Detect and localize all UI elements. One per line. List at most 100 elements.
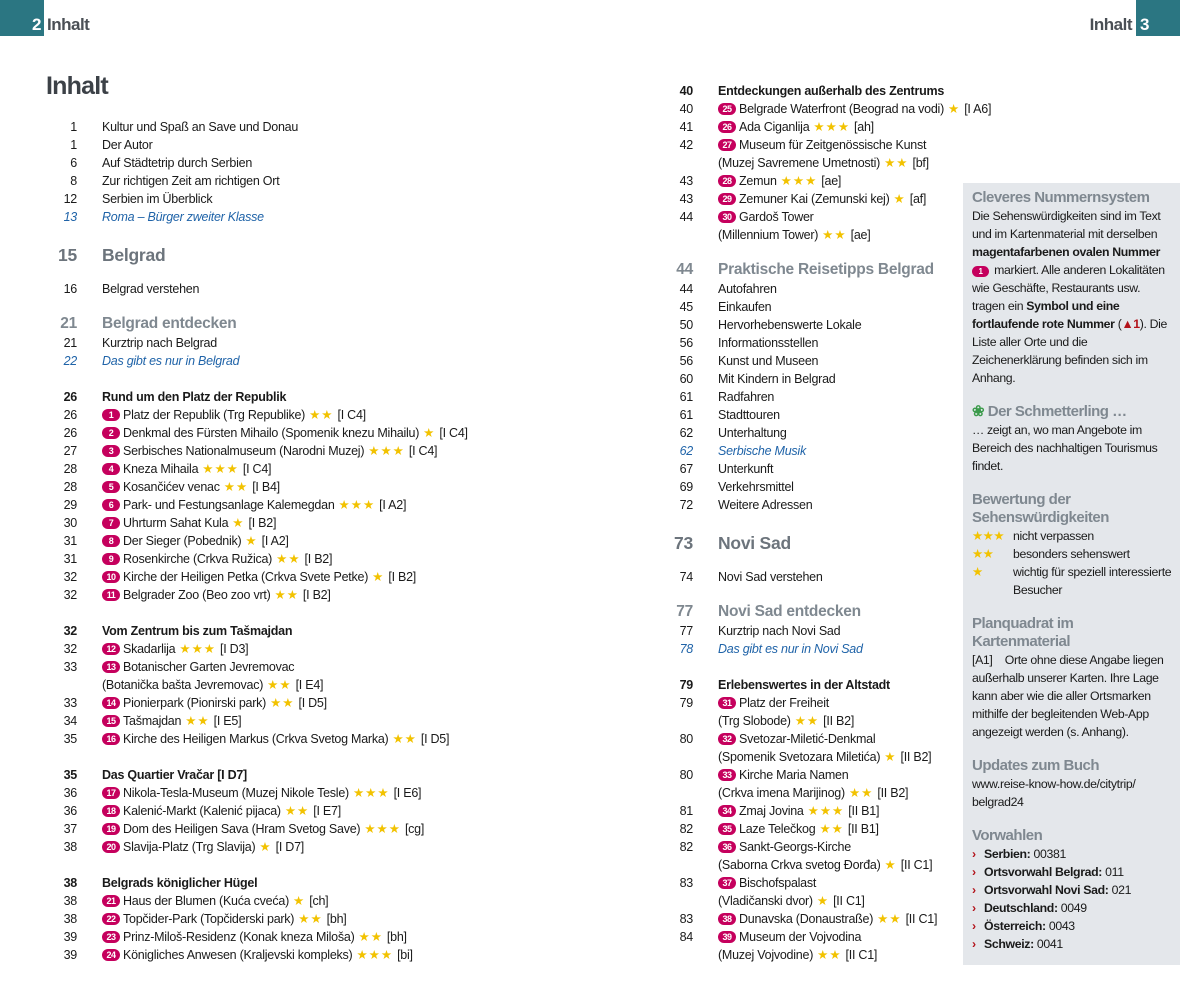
toc-plain-row[interactable]: 72 Weitere Adressen [666,496,1106,514]
toc-plain-row[interactable]: 1 Kultur und Spaß an Save und Donau [50,118,490,136]
toc-item-row[interactable]: 39 23 Prinz-Miloš-Residenz (Konak kneza Mi… [50,928,490,946]
toc-item-row[interactable]: 38 22 Topčider-Park (Topčiderski park) ★★ [b… [50,910,490,928]
toc-item-row[interactable]: 31 8 Der Sieger (Pobednik) ★ [I A2] [50,532,490,550]
toc-item-row[interactable]: 36 18 Kalenić-Markt (Kalenić pijaca) ★★ [I E… [50,802,490,820]
toc-group-row[interactable]: 79 Erlebenswertes in der Altstadt [666,676,1106,694]
toc-item-row[interactable]: 43 29 Zemuner Kai (Zemunski kej) ★ [af] [666,190,1106,208]
sight-number-badge: 29 [718,193,736,205]
toc-plain-row[interactable]: 44 Autofahren [666,280,1106,298]
toc-item-row[interactable]: 32 12 Skadarlija ★★★ [I D3] [50,640,490,658]
toc-item-row[interactable]: 28 5 Kosančićev venac ★★ [I B4] [50,478,490,496]
toc-plain-row[interactable]: 56 Kunst und Museen [666,352,1106,370]
toc-item-row[interactable]: 84 39 Museum der Vojvodina [666,928,1106,946]
toc-item-row[interactable]: 28 4 Kneza Mihaila ★★★ [I C4] [50,460,490,478]
toc-group-row[interactable]: 40 Entdeckungen außerhalb des Zentrums [666,82,1106,100]
toc-continuation-row[interactable]: (Muzej Savremene Umetnosti) ★★ [bf] [666,154,1106,172]
page-number: 82 [679,840,694,854]
toc-item-row[interactable]: 83 38 Dunavska (Donaustraße) ★★ [II C1] [666,910,1106,928]
toc-item-row[interactable]: 43 28 Zemun ★★★ [ae] [666,172,1106,190]
toc-continuation-row[interactable]: (Muzej Vojvodine) ★★ [II C1] [666,946,1106,964]
toc-plain-row[interactable]: 45 Einkaufen [666,298,1106,316]
toc-item-row[interactable]: 32 10 Kirche der Heiligen Petka (Crkva Sve… [50,568,490,586]
toc-item-row[interactable]: 83 37 Bischofspalast [666,874,1106,892]
toc-item-row[interactable]: 82 36 Sankt-Georgs-Kirche [666,838,1106,856]
toc-item-row[interactable]: 82 35 Laze Telečkog ★★ [II B1] [666,820,1106,838]
entry-text: Kalenić-Markt (Kalenić pijaca) [123,804,281,818]
page-number: 83 [679,912,694,926]
toc-item-row[interactable]: 26 1 Platz der Republik (Trg Republike) ★★[… [50,406,490,424]
toc-item-row[interactable]: 38 20 Slavija-Platz (Trg Slavija) ★ [I D7] [50,838,490,856]
toc-plain-row[interactable]: 16 Belgrad verstehen [50,280,490,298]
toc-item-row[interactable]: 33 13 Botanischer Garten Jevremovac [50,658,490,676]
toc-item-row[interactable]: 80 32 Svetozar-Miletić-Denkmal [666,730,1106,748]
toc-item-row[interactable]: 33 14 Pionierpark (Pionirski park) ★★ [I D5] [50,694,490,712]
toc-plain-row[interactable]: 8 Zur richtigen Zeit am richtigen Ort [50,172,490,190]
toc-continuation-row[interactable]: (Millennium Tower) ★★ [ae] [666,226,1106,244]
toc-plain-row[interactable]: 56 Informationsstellen [666,334,1106,352]
toc-group-row[interactable]: 38 Belgrads königlicher Hügel [50,874,490,892]
toc-plain-row[interactable]: 12 Serbien im Überblick [50,190,490,208]
toc-item-row[interactable]: 34 15 Tašmajdan ★★ [I E5] [50,712,490,730]
toc-plain-row[interactable]: 62 Unterhaltung [666,424,1106,442]
toc-item-row[interactable]: 35 16 Kirche des Heiligen Markus (Crkva Sv… [50,730,490,748]
toc-italic-row[interactable]: 13 Roma – Bürger zweiter Klasse [50,208,490,226]
dialing-value: 011 [1105,865,1124,879]
page-number: 6 [70,156,77,170]
toc-plain-row[interactable]: 67 Unterkunft [666,460,1106,478]
updates-link[interactable]: www.reise-know-how.de/citytrip/ belgrad2… [972,777,1136,809]
toc-item-row[interactable]: 32 11 Belgrader Zoo (Beo zoo vrt) ★★ [I B2] [50,586,490,604]
toc-item-row[interactable]: 42 27 Museum für Zeitgenössische Kunst [666,136,1106,154]
page-number-empty [666,946,693,964]
toc-plain-row[interactable]: 50 Hervorhebenswerte Lokale [666,316,1106,334]
toc-italic-row[interactable]: 78 Das gibt es nur in Novi Sad [666,640,1106,658]
toc-item-row[interactable]: 36 17 Nikola-Tesla-Museum (Muzej Nikole Te… [50,784,490,802]
toc-major-row[interactable]: 73 Novi Sad [666,531,1106,555]
toc-item-row[interactable]: 80 33 Kirche Maria Namen [666,766,1106,784]
toc-plain-row[interactable]: 6 Auf Städtetrip durch Serbien [50,154,490,172]
toc-group-row[interactable]: 26 Rund um den Platz der Republik [50,388,490,406]
toc-section-row[interactable]: 21 Belgrad entdecken [50,314,490,334]
page-number: 79 [679,696,694,710]
toc-group-row[interactable]: 32 Vom Zentrum bis zum Tašmajdan [50,622,490,640]
toc-item-row[interactable]: 40 25 Belgrade Waterfront (Beograd na vodi… [666,100,1106,118]
toc-item-row[interactable]: 79 31 Platz der Freiheit [666,694,1106,712]
toc-section-row[interactable]: 77 Novi Sad entdecken [666,602,1106,622]
toc-item-row[interactable]: 31 9 Rosenkirche (Crkva Ružica) ★★ [I B2] [50,550,490,568]
toc-plain-row[interactable]: 21 Kurztrip nach Belgrad [50,334,490,352]
toc-group-row[interactable]: 35 Das Quartier Vračar [I D7] [50,766,490,784]
toc-major-row[interactable]: 15 Belgrad [50,243,490,267]
toc-item-row[interactable]: 26 2 Denkmal des Fürsten Mihailo (Spomenik… [50,424,490,442]
toc-plain-row[interactable]: 77 Kurztrip nach Novi Sad [666,622,1106,640]
toc-plain-row[interactable]: 69 Verkehrsmittel [666,478,1106,496]
page-number: 26 [63,408,78,422]
toc-italic-row[interactable]: 22 Das gibt es nur in Belgrad [50,352,490,370]
toc-continuation-row[interactable]: (Saborna Crkva svetog Đorđa) ★ [II C1] [666,856,1106,874]
toc-plain-row[interactable]: 74 Novi Sad verstehen [666,568,1106,586]
toc-item-row[interactable]: 37 19 Dom des Heiligen Sava (Hram Svetog S… [50,820,490,838]
toc-plain-row[interactable]: 1 Der Autor [50,136,490,154]
entry-title: Roma – Bürger zweiter Klasse [102,208,264,226]
toc-item-row[interactable]: 38 21 Haus der Blumen (Kuća cveća) ★ [ch] [50,892,490,910]
toc-continuation-row[interactable]: (Vladičanski dvor) ★ [II C1] [666,892,1106,910]
toc-continuation-row[interactable]: (Crkva imena Marijinog) ★★ [II B2] [666,784,1106,802]
toc-item-row[interactable]: 81 34 Zmaj Jovina ★★★ [II B1] [666,802,1106,820]
toc-plain-row[interactable]: 61 Radfahren [666,388,1106,406]
toc-item-row[interactable]: 29 6 Park- und Festungsanlage Kalemegdan ★★… [50,496,490,514]
toc-item-row[interactable]: 41 26 Ada Ciganlija ★★★ [ah] [666,118,1106,136]
map-reference: [II C1] [833,894,865,908]
sidebar-heading: Bewertung der Sehenswürdigkeiten [972,491,1109,526]
toc-item-row[interactable]: 27 3 Serbisches Nationalmuseum (Narodni Mu… [50,442,490,460]
toc-continuation-row[interactable]: (Trg Slobode) ★★ [II B2] [666,712,1106,730]
entry-title: Stadttouren [718,406,780,424]
toc-item-row[interactable]: 39 24 Königliches Anwesen (Kraljevski komp… [50,946,490,964]
toc-continuation-row[interactable]: (Botanička bašta Jevremovac) ★★ [I E4] [50,676,490,694]
toc-plain-row[interactable]: 61 Stadttouren [666,406,1106,424]
toc-italic-row[interactable]: 62 Serbische Musik [666,442,1106,460]
toc-plain-row[interactable]: 60 Mit Kindern in Belgrad [666,370,1106,388]
page-number: 22 [63,354,78,368]
toc-section-row[interactable]: 44 Praktische Reisetipps Belgrad [666,260,1106,280]
toc-item-row[interactable]: 30 7 Uhrturm Sahat Kula ★ [I B2] [50,514,490,532]
sight-number-badge: 3 [102,445,120,457]
toc-item-row[interactable]: 44 30 Gardoš Tower [666,208,1106,226]
toc-continuation-row[interactable]: (Spomenik Svetozara Miletića) ★ [II B2] [666,748,1106,766]
